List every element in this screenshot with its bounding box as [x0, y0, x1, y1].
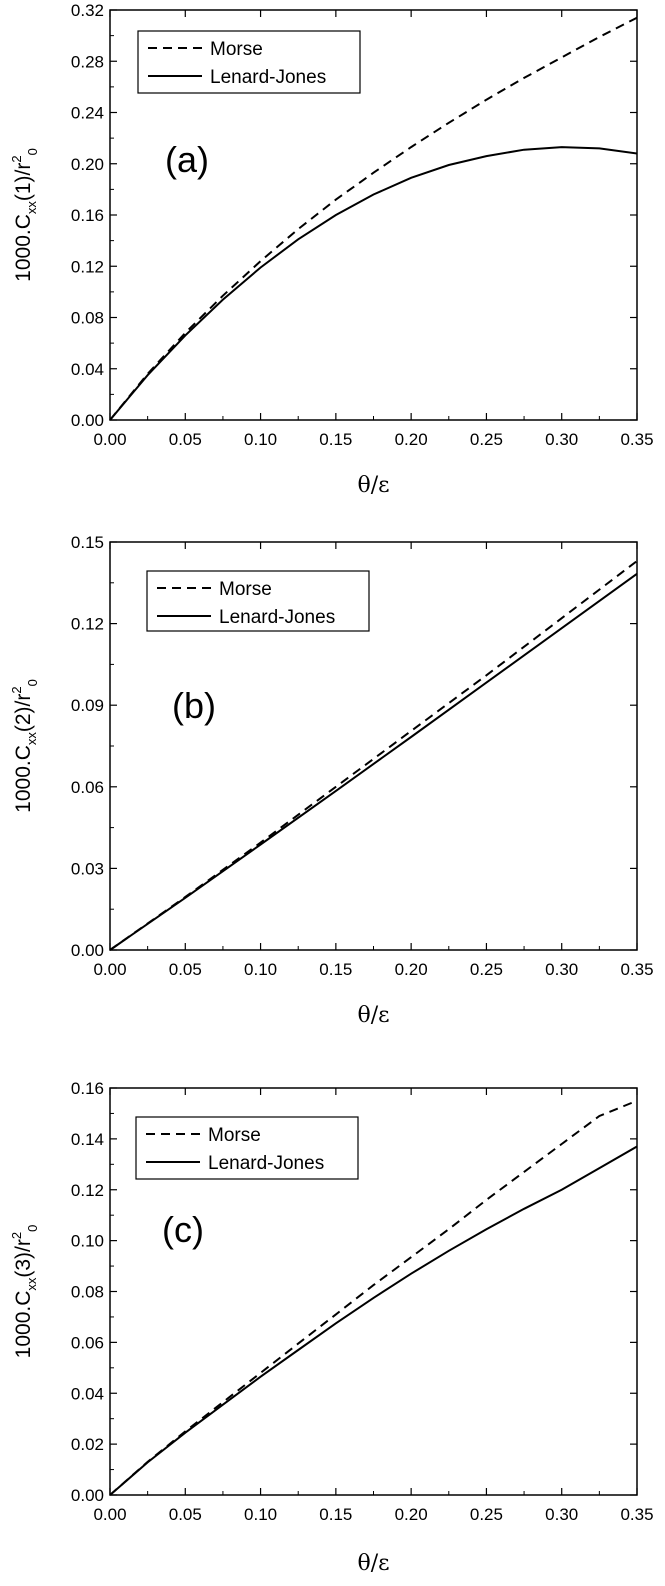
x-tick-label: 0.00 [93, 1505, 126, 1524]
y-tick-label: 0.04 [71, 1384, 104, 1403]
y-axis-title-main: 1000.C [12, 745, 35, 813]
y-tick-label: 0.08 [71, 1283, 104, 1302]
series-line-lenard-jones [109, 572, 638, 951]
series-line-lenard-jones [109, 1145, 638, 1496]
y-tick-label: 0.15 [71, 533, 104, 552]
x-tick-label: 0.20 [395, 430, 428, 449]
y-axis-title-mid: (2)/r [12, 694, 35, 733]
legend-box [135, 1116, 359, 1180]
x-tick-label: 0.05 [169, 430, 202, 449]
y-tick-label: 0.09 [71, 696, 104, 715]
y-axis-title: 1000.Cxx(2)/r20 [9, 679, 40, 813]
x-tick-label: 0.00 [93, 960, 126, 979]
series-line-lenard-jones [109, 146, 638, 421]
x-tick-label: 0.30 [545, 960, 578, 979]
y-tick-label: 0.16 [71, 1079, 104, 1098]
x-tick-label: 0.35 [620, 1505, 653, 1524]
legend: Morse Lenard-Jones [135, 1116, 359, 1180]
x-tick-label: 0.00 [93, 430, 126, 449]
y-tick-label: 0.12 [71, 257, 104, 276]
x-axis-title: θ/ε [357, 1551, 389, 1576]
y-axis-title-sub: xx [24, 1277, 39, 1291]
y-tick-label: 0.03 [71, 859, 104, 878]
y-tick-label: 0.04 [71, 360, 104, 379]
legend-label: Morse [210, 39, 263, 60]
y-tick-label: 0.02 [71, 1435, 104, 1454]
x-tick-label: 0.15 [319, 1505, 352, 1524]
x-tick-label: 0.15 [319, 430, 352, 449]
x-tick-label: 0.25 [470, 960, 503, 979]
panel-label: (b) [172, 685, 216, 726]
x-tick-label: 0.30 [545, 1505, 578, 1524]
x-axis-title: θ/ε [357, 473, 389, 498]
y-axis-title-sup: 2 [9, 1232, 24, 1239]
legend-box [137, 30, 361, 94]
x-tick-label: 0.35 [620, 960, 653, 979]
y-axis-title-sup: 2 [9, 155, 24, 162]
x-tick-label: 0.20 [395, 1505, 428, 1524]
y-axis-title: 1000.Cxx(3)/r20 [9, 1225, 40, 1359]
x-tick-label: 0.20 [395, 960, 428, 979]
chart-panel-1: 0.00 0.05 0.10 0.15 0.20 0.25 0.30 0.35 0.00 0.04… [9, 1, 654, 498]
x-tick-label: 0.05 [169, 960, 202, 979]
y-tick-label: 0.00 [71, 1486, 104, 1505]
series-line-morse [109, 1099, 638, 1496]
y-axis-title-sub2: 0 [25, 1225, 40, 1232]
legend-label: Lenard-Jones [208, 1153, 324, 1174]
y-tick-label: 0.00 [71, 411, 104, 430]
y-axis-title-sub: xx [24, 201, 39, 215]
panel-label: (a) [165, 139, 209, 180]
legend-label: Morse [208, 1125, 261, 1146]
y-axis-title: 1000.Cxx(1)/r20 [9, 148, 40, 282]
legend-box [146, 570, 370, 632]
y-axis-title-main: 1000.C [12, 1291, 35, 1359]
y-axis-title-sub2: 0 [25, 679, 40, 686]
y-tick-label: 0.08 [71, 309, 104, 328]
series-line-morse [109, 16, 638, 421]
y-axis-title-sup: 2 [9, 686, 24, 693]
x-tick-label: 0.10 [244, 430, 277, 449]
y-axis-title-sub2: 0 [25, 148, 40, 155]
y-tick-label: 0.10 [71, 1232, 104, 1251]
legend: Morse Lenard-Jones [137, 30, 361, 94]
legend-label: Lenard-Jones [219, 607, 335, 628]
y-tick-label: 0.00 [71, 941, 104, 960]
y-tick-label: 0.12 [71, 1181, 104, 1200]
legend-label: Morse [219, 579, 272, 600]
y-axis-title-sub: xx [24, 732, 39, 746]
x-tick-label: 0.10 [244, 1505, 277, 1524]
x-axis-title: θ/ε [357, 1003, 389, 1028]
y-tick-label: 0.14 [71, 1130, 104, 1149]
y-tick-label: 0.24 [71, 104, 104, 123]
y-axis-title-main: 1000.C [12, 214, 35, 282]
x-tick-label: 0.15 [319, 960, 352, 979]
y-tick-label: 0.06 [71, 778, 104, 797]
panel-label: (c) [162, 1209, 204, 1250]
y-tick-label: 0.06 [71, 1333, 104, 1352]
y-tick-label: 0.20 [71, 155, 104, 174]
y-tick-label: 0.32 [71, 1, 104, 20]
y-tick-label: 0.28 [71, 52, 104, 71]
y-axis-title-mid: (1)/r [12, 163, 35, 202]
legend: Morse Lenard-Jones [146, 570, 370, 632]
x-tick-label: 0.35 [620, 430, 653, 449]
x-tick-label: 0.30 [545, 430, 578, 449]
x-tick-label: 0.25 [470, 1505, 503, 1524]
x-tick-label: 0.25 [470, 430, 503, 449]
y-tick-label: 0.16 [71, 206, 104, 225]
legend-label: Lenard-Jones [210, 67, 326, 88]
x-tick-label: 0.10 [244, 960, 277, 979]
y-axis-title-mid: (3)/r [12, 1239, 35, 1278]
x-tick-label: 0.05 [169, 1505, 202, 1524]
y-tick-label: 0.12 [71, 615, 104, 634]
chart-panel-3: 0.00 0.05 0.10 0.15 0.20 0.25 0.30 0.35 0.00 0.02… [9, 1079, 654, 1576]
chart-panel-2: 0.00 0.05 0.10 0.15 0.20 0.25 0.30 0.35 0.00 0.03… [9, 533, 654, 1028]
